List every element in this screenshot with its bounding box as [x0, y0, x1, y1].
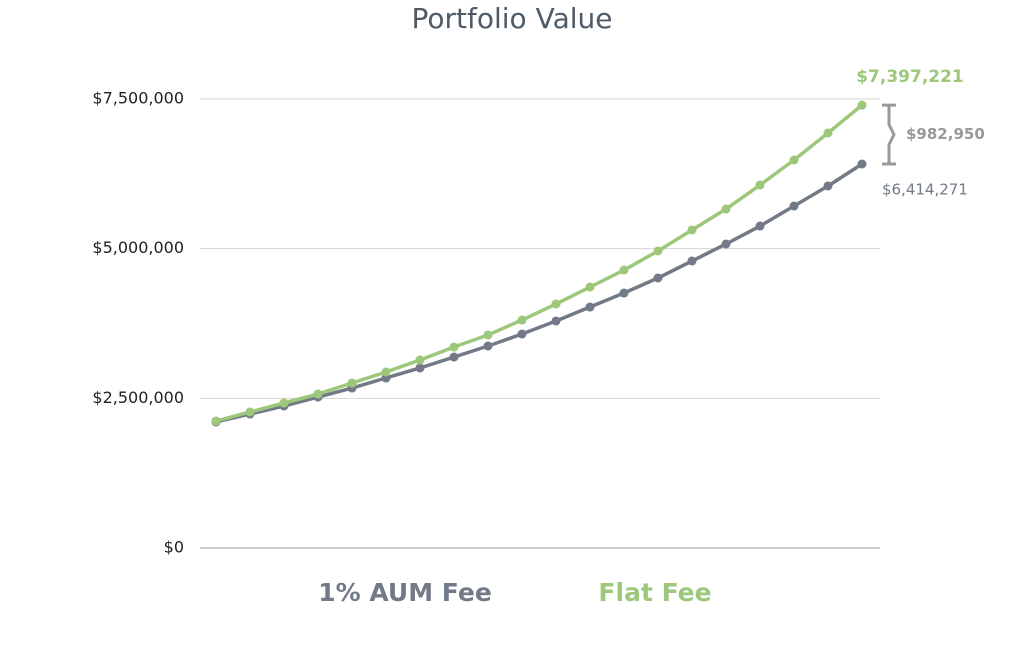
- point: [449, 352, 459, 362]
- point: [211, 416, 221, 426]
- point: [347, 378, 357, 388]
- point: [857, 100, 867, 110]
- point: [619, 288, 629, 298]
- difference-label: $982,950: [906, 125, 985, 143]
- point: [483, 330, 493, 340]
- point: [789, 155, 799, 165]
- value-label: $7,397,221: [856, 67, 964, 87]
- point: [483, 341, 493, 351]
- point: [279, 398, 289, 408]
- difference-bracket: [882, 103, 896, 166]
- point: [313, 389, 323, 399]
- point: [687, 225, 697, 235]
- point: [755, 221, 765, 231]
- point: [245, 407, 255, 417]
- point: [789, 201, 799, 211]
- y-tick-label: $2,500,000: [92, 388, 184, 407]
- y-tick-label: $5,000,000: [92, 238, 184, 257]
- point: [857, 159, 867, 169]
- point: [721, 204, 731, 214]
- point: [517, 315, 527, 325]
- y-tick-label: $7,500,000: [92, 89, 184, 108]
- point: [551, 299, 561, 309]
- point: [449, 342, 459, 352]
- point: [721, 239, 731, 249]
- point: [755, 180, 765, 190]
- value-label: $6,414,271: [882, 180, 968, 198]
- point: [415, 355, 425, 365]
- point: [585, 302, 595, 312]
- point: [823, 181, 833, 191]
- legend-entry: Flat Fee: [598, 578, 711, 607]
- legend-entry: 1% AUM Fee: [318, 578, 492, 607]
- point: [653, 246, 663, 256]
- point: [687, 256, 697, 266]
- point: [517, 329, 527, 339]
- point: [619, 265, 629, 275]
- chart-title: Portfolio Value: [412, 2, 613, 35]
- point: [823, 128, 833, 138]
- point: [415, 363, 425, 373]
- y-tick-label: $0: [164, 538, 184, 557]
- point: [585, 282, 595, 292]
- point: [381, 367, 391, 377]
- point: [653, 273, 663, 283]
- point: [551, 316, 561, 326]
- series-line: [215, 162, 863, 424]
- series-line: [215, 103, 864, 423]
